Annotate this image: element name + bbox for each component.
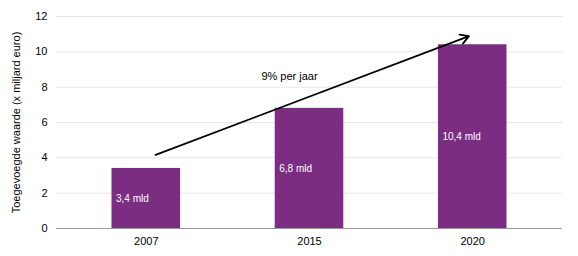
svg-text:0: 0 bbox=[41, 222, 47, 234]
svg-text:12: 12 bbox=[35, 10, 47, 22]
svg-text:6: 6 bbox=[41, 116, 47, 128]
svg-text:10,4 mld: 10,4 mld bbox=[442, 131, 480, 142]
svg-text:4: 4 bbox=[41, 151, 47, 163]
svg-text:3,4 mld: 3,4 mld bbox=[116, 193, 149, 204]
svg-text:2: 2 bbox=[41, 187, 47, 199]
svg-text:6,8 mld: 6,8 mld bbox=[279, 163, 312, 174]
svg-text:2007: 2007 bbox=[134, 235, 158, 247]
svg-text:2015: 2015 bbox=[297, 235, 321, 247]
svg-text:8: 8 bbox=[41, 81, 47, 93]
svg-text:Toegevoegde waarde (x miljard: Toegevoegde waarde (x miljard euro) bbox=[10, 32, 22, 214]
svg-text:10: 10 bbox=[35, 45, 47, 57]
svg-text:9% per jaar: 9% per jaar bbox=[261, 70, 318, 82]
svg-text:2020: 2020 bbox=[460, 235, 484, 247]
